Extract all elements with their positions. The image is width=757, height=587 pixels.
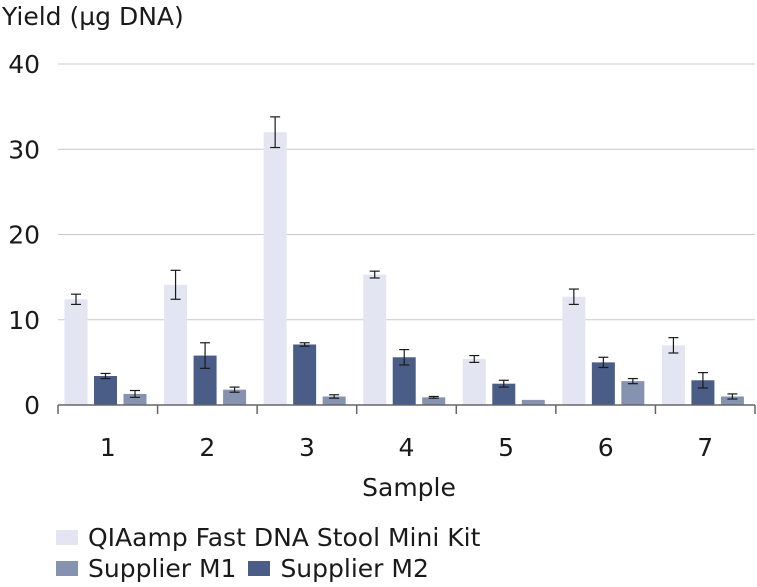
chart-legend: QIAamp Fast DNA Stool Mini Kit Supplier M… — [56, 522, 716, 584]
y-tick-label: 0 — [24, 391, 40, 420]
bar — [661, 345, 685, 405]
y-tick-label: 10 — [8, 306, 40, 335]
bar — [392, 357, 416, 405]
bar — [94, 376, 117, 405]
bar — [223, 389, 247, 405]
legend-swatch — [56, 561, 78, 576]
legend-row: Supplier M1 Supplier M2 — [56, 553, 716, 584]
x-tick-label: 1 — [100, 433, 116, 462]
x-tick-label: 4 — [399, 433, 415, 462]
legend-swatch — [56, 530, 78, 545]
bar — [462, 358, 486, 405]
legend-label: QIAamp Fast DNA Stool Mini Kit — [88, 522, 481, 552]
bar — [322, 396, 346, 405]
y-tick-label: 30 — [8, 135, 40, 164]
bar-chart: Yield (µg DNA) 0 10 20 30 40 1 2 3 4 5 6 7 Sample — [1, 2, 756, 502]
legend-label: Supplier M2 — [280, 553, 429, 583]
legend-item: Supplier M2 — [248, 553, 429, 583]
bar — [123, 393, 147, 405]
bar — [691, 380, 715, 405]
bar — [492, 383, 516, 405]
bar — [363, 274, 387, 405]
legend-swatch — [248, 561, 271, 576]
bar — [591, 362, 615, 405]
x-tick-label: 2 — [199, 433, 215, 462]
bar — [720, 396, 744, 405]
bar — [164, 284, 188, 405]
bar — [193, 355, 217, 405]
y-axis-label: Yield (µg DNA) — [1, 2, 184, 31]
bar — [293, 344, 317, 405]
bar — [422, 397, 446, 405]
bar — [64, 299, 88, 405]
x-tick-label: 5 — [498, 433, 514, 462]
bar — [562, 296, 586, 405]
legend-label: Supplier M1 — [88, 553, 237, 583]
x-tick-label: 3 — [299, 433, 315, 462]
legend-item: QIAamp Fast DNA Stool Mini Kit — [56, 522, 481, 552]
y-tick-label: 40 — [8, 50, 40, 79]
legend-row: QIAamp Fast DNA Stool Mini Kit — [56, 522, 716, 553]
x-tick-label: 7 — [697, 433, 713, 462]
x-tick-label: 6 — [598, 433, 614, 462]
legend-item: Supplier M1 — [56, 553, 237, 583]
bar — [521, 399, 545, 405]
bar — [263, 132, 287, 405]
x-axis-label: Sample — [362, 473, 456, 502]
bar — [621, 381, 645, 405]
y-tick-label: 20 — [8, 221, 40, 250]
